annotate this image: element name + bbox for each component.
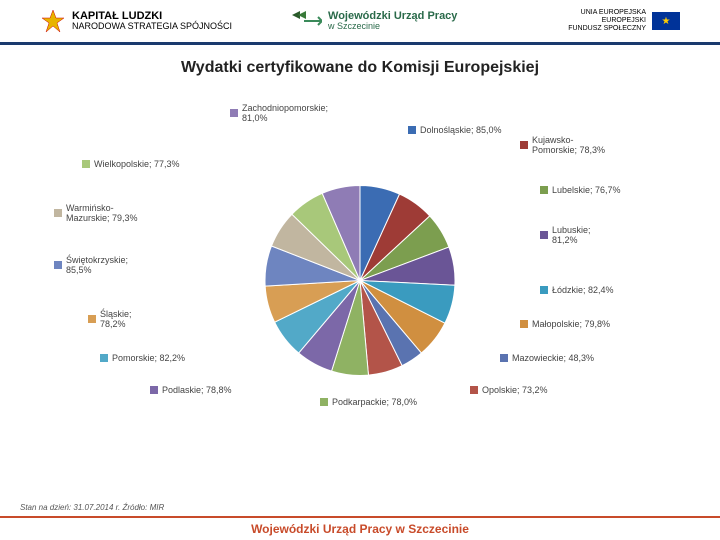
- chart-label-text: Lubelskie; 76,7%: [552, 185, 621, 195]
- legend-swatch: [540, 186, 548, 194]
- legend-swatch: [520, 141, 528, 149]
- legend-swatch: [520, 320, 528, 328]
- chart-label: Śląskie; 78,2%: [88, 309, 132, 329]
- chart-label-text: Wielkopolskie; 77,3%: [94, 159, 180, 169]
- legend-swatch: [470, 386, 478, 394]
- legend-swatch: [100, 354, 108, 362]
- chart-label-text: Mazowieckie; 48,3%: [512, 353, 594, 363]
- chart-label: Kujawsko- Pomorskie; 78,3%: [520, 135, 605, 155]
- chart-label: Warmińsko- Mazurskie; 79,3%: [54, 203, 138, 223]
- legend-swatch: [500, 354, 508, 362]
- chart-label: Opolskie; 73,2%: [470, 385, 548, 395]
- chart-label: Zachodniopomorskie; 81,0%: [230, 103, 328, 123]
- logo2-small: w Szczecinie: [328, 22, 457, 32]
- chart-label: Podlaskie; 78,8%: [150, 385, 232, 395]
- chart-label-text: Opolskie; 73,2%: [482, 385, 548, 395]
- chart-label: Mazowieckie; 48,3%: [500, 353, 594, 363]
- footnote: Stan na dzień: 31.07.2014 r. Źródło: MIR: [20, 503, 164, 512]
- legend-swatch: [54, 209, 62, 217]
- legend-swatch: [408, 126, 416, 134]
- chart-label: Lubuskie; 81,2%: [540, 225, 591, 245]
- pie-chart: Dolnośląskie; 85,0% Kujawsko- Pomorskie; …: [40, 85, 680, 445]
- legend-swatch: [320, 398, 328, 406]
- legend-swatch: [540, 286, 548, 294]
- star-icon: [40, 8, 66, 34]
- legend-swatch: [540, 231, 548, 239]
- chart-label-text: Zachodniopomorskie; 81,0%: [242, 103, 328, 123]
- pie-svg: [250, 171, 470, 391]
- page-title: Wydatki certyfikowane do Komisji Europej…: [0, 59, 720, 77]
- chart-label-text: Śląskie; 78,2%: [100, 309, 132, 329]
- pie-container: [250, 171, 470, 396]
- chart-label-text: Podkarpackie; 78,0%: [332, 397, 417, 407]
- logo3-l1: UNIA EUROPEJSKA: [581, 9, 646, 17]
- chart-label-text: Świętokrzyskie; 85,5%: [66, 255, 128, 275]
- logo-wup: Wojewódzki Urząd Pracy w Szczecinie: [292, 10, 457, 32]
- chart-label-text: Dolnośląskie; 85,0%: [420, 125, 502, 135]
- chart-label: Lubelskie; 76,7%: [540, 185, 621, 195]
- chart-label: Pomorskie; 82,2%: [100, 353, 185, 363]
- eu-flag-icon: ★: [652, 12, 680, 30]
- arrow-icon: [292, 11, 322, 31]
- chart-label: Podkarpackie; 78,0%: [320, 397, 417, 407]
- chart-label: Dolnośląskie; 85,0%: [408, 125, 502, 135]
- chart-label-text: Kujawsko- Pomorskie; 78,3%: [532, 135, 605, 155]
- chart-label-text: Małopolskie; 79,8%: [532, 319, 610, 329]
- chart-label-text: Lubuskie; 81,2%: [552, 225, 591, 245]
- legend-swatch: [82, 160, 90, 168]
- chart-label-text: Warmińsko- Mazurskie; 79,3%: [66, 203, 138, 223]
- chart-label: Świętokrzyskie; 85,5%: [54, 255, 128, 275]
- chart-label: Wielkopolskie; 77,3%: [82, 159, 180, 169]
- logo3-l3: FUNDUSZ SPOŁECZNY: [568, 25, 646, 33]
- legend-swatch: [88, 315, 96, 323]
- chart-label-text: Pomorskie; 82,2%: [112, 353, 185, 363]
- logo1-small: NARODOWA STRATEGIA SPÓJNOŚCI: [72, 22, 232, 32]
- legend-swatch: [150, 386, 158, 394]
- chart-label: Małopolskie; 79,8%: [520, 319, 610, 329]
- legend-swatch: [230, 109, 238, 117]
- chart-label-text: Podlaskie; 78,8%: [162, 385, 232, 395]
- logo-kapital-ludzki: KAPITAŁ LUDZKI NARODOWA STRATEGIA SPÓJNO…: [40, 8, 232, 34]
- chart-label: Łódzkie; 82,4%: [540, 285, 614, 295]
- footer-bar: Wojewódzki Urząd Pracy w Szczecinie: [0, 516, 720, 540]
- legend-swatch: [54, 261, 62, 269]
- chart-label-text: Łódzkie; 82,4%: [552, 285, 614, 295]
- logo-eu: UNIA EUROPEJSKA EUROPEJSKI FUNDUSZ SPOŁE…: [568, 9, 680, 32]
- header-bar: KAPITAŁ LUDZKI NARODOWA STRATEGIA SPÓJNO…: [0, 0, 720, 45]
- logo3-l2: EUROPEJSKI: [602, 17, 646, 25]
